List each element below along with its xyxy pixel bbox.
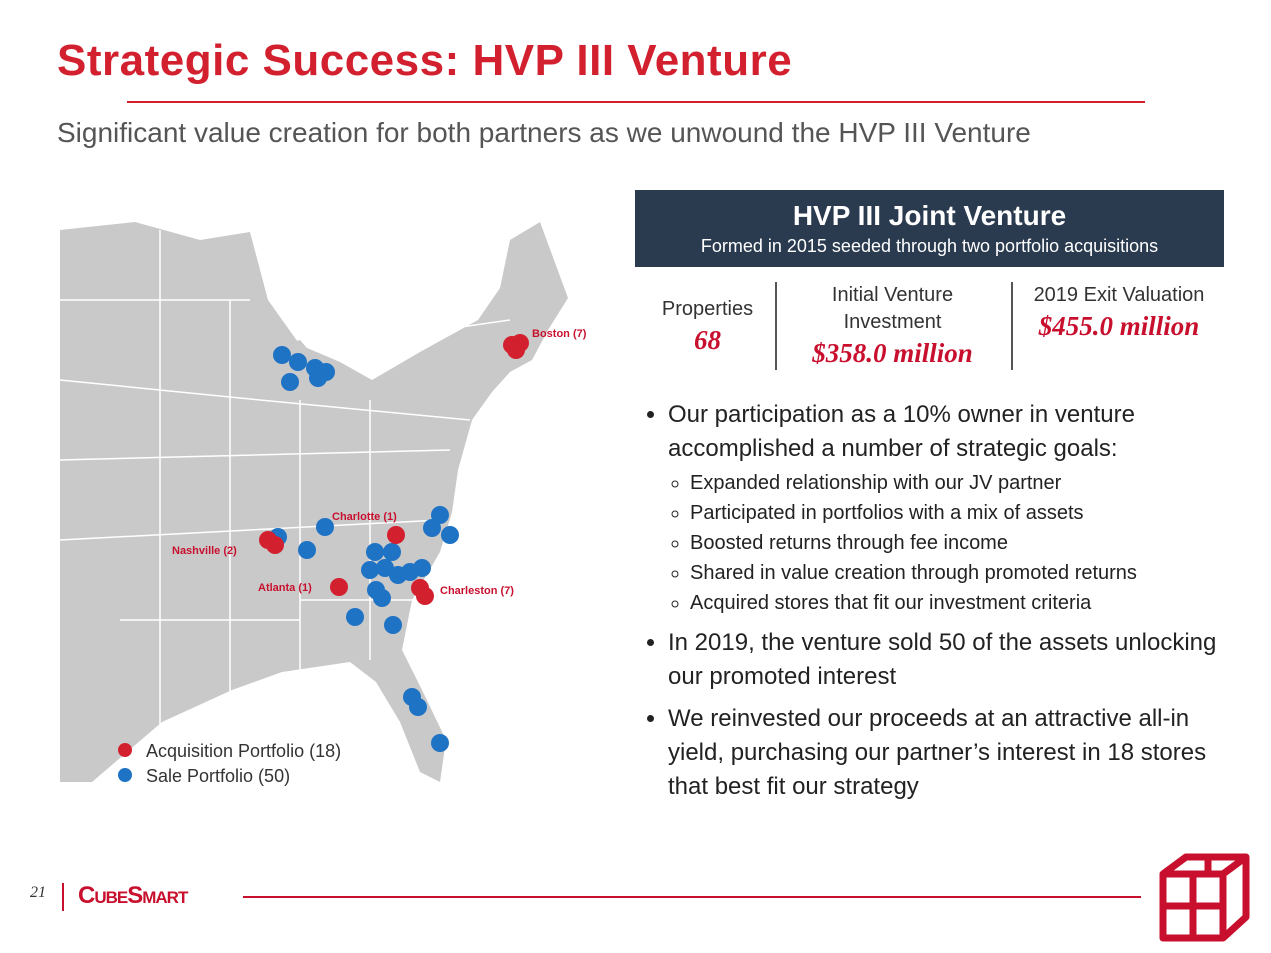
stat-label: Initial Venture Investment	[831, 284, 954, 333]
bullet-list: Our participation as a 10% owner in vent…	[640, 398, 1220, 812]
stat: Initial Venture Investment $358.0 millio…	[800, 282, 985, 372]
stat-value: 68	[694, 325, 721, 355]
stat: 2019 Exit Valuation $455.0 million	[1030, 282, 1208, 372]
separator	[1011, 282, 1013, 370]
footer-line	[243, 896, 1141, 898]
stat-value: $358.0 million	[812, 338, 973, 368]
separator	[775, 282, 777, 370]
sub-bullet: Boosted returns through fee income	[690, 528, 1220, 558]
panel-subtitle: Formed in 2015 seeded through two portfo…	[700, 236, 1159, 256]
legend-label: Acquisition Portfolio (18)	[146, 741, 341, 761]
panel-header: HVP III Joint Venture Formed in 2015 see…	[635, 190, 1224, 267]
state-lines	[59, 230, 511, 780]
footer-bar	[62, 883, 64, 911]
page-number: 21	[30, 884, 46, 901]
title: Strategic Success: HVP III Venture	[57, 36, 793, 85]
bullet: We reinvested our proceeds at an attract…	[668, 702, 1220, 804]
stat-label: Properties	[661, 298, 754, 320]
sale-dots	[269, 346, 459, 752]
map-label: Charleston (7)	[440, 585, 514, 597]
map-label: Charlotte (1)	[332, 511, 397, 523]
title-rule	[127, 101, 1145, 103]
acquisition-dots	[259, 334, 529, 605]
legend-swatch	[118, 743, 132, 757]
map: Boston (7) Charlotte (1) Nashville (2) A…	[59, 222, 587, 786]
map-label: Boston (7)	[532, 328, 587, 340]
bullet: In 2019, the venture sold 50 of the asse…	[668, 626, 1220, 694]
subtitle: Significant value creation for both part…	[57, 117, 1031, 148]
sub-bullet: Shared in value creation through promote…	[690, 558, 1220, 588]
bullet: Our participation as a 10% owner in vent…	[668, 398, 1220, 618]
bullet-text: Our participation as a 10% owner in vent…	[668, 401, 1135, 462]
sub-bullet: Participated in portfolios with a mix of…	[690, 498, 1220, 528]
bullets: Our participation as a 10% owner in vent…	[640, 398, 1220, 804]
stat-label: 2019 Exit Valuation	[1033, 284, 1205, 306]
legend-swatch	[118, 768, 132, 782]
legend-label: Sale Portfolio (50)	[146, 766, 290, 786]
logo: CubeSmart	[78, 882, 188, 909]
map-label: Nashville (2)	[172, 545, 237, 557]
bullet-text: We reinvested our proceeds at an attract…	[668, 705, 1207, 800]
sub-bullets: Expanded relationship with our JV partne…	[668, 468, 1220, 618]
map-land	[60, 222, 568, 782]
stat-value: $455.0 million	[1038, 311, 1200, 341]
stat: Properties 68	[640, 282, 775, 386]
cube-icon	[1159, 853, 1250, 942]
sub-bullet: Acquired stores that fit our investment …	[690, 588, 1220, 618]
map-label: Atlanta (1)	[258, 582, 312, 594]
bullet-text: In 2019, the venture sold 50 of the asse…	[668, 629, 1217, 690]
panel-title: HVP III Joint Venture	[792, 200, 1067, 231]
sub-bullet: Expanded relationship with our JV partne…	[690, 468, 1220, 498]
